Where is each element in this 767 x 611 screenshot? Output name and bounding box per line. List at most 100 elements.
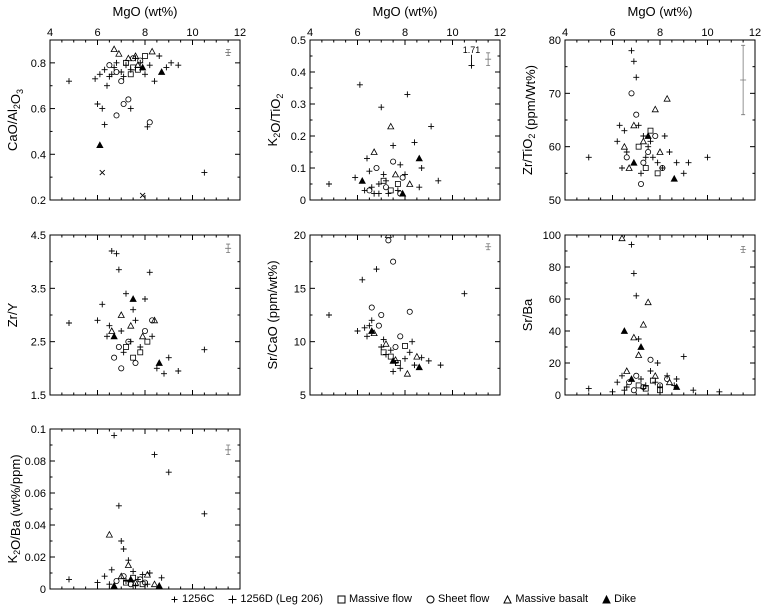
data-point-plus <box>104 333 110 340</box>
data-point-circle-open <box>382 184 389 191</box>
y-tick-label: 0.06 <box>25 488 46 500</box>
data-point-plus <box>106 581 113 588</box>
data-point-plus <box>142 71 148 78</box>
data-point-plus <box>397 161 404 168</box>
data-point-triangle-open <box>639 137 648 145</box>
data-point-plus <box>380 171 387 178</box>
x-tick-label: 10 <box>446 27 458 39</box>
x-tick-label: 4 <box>47 27 53 39</box>
legend-item-1256d: 1256D (Leg 206) <box>228 593 323 605</box>
data-point-plus <box>101 66 108 73</box>
data-point-circle-open <box>640 159 647 166</box>
x-axis-label: MgO (wt%) <box>113 4 178 19</box>
data-point-circle-open <box>137 57 144 64</box>
data-point-plus <box>366 168 373 175</box>
data-point-plus <box>113 250 120 257</box>
data-point-plus <box>619 372 625 379</box>
data-point-plus <box>390 368 397 375</box>
y-tick-label: 0.3 <box>291 99 306 111</box>
data-point-triangle-open <box>148 47 156 55</box>
data-point-plus <box>146 269 153 276</box>
y-tick-label: 3.5 <box>31 283 46 295</box>
data-point-plus <box>94 317 101 324</box>
data-point-plus <box>666 149 673 155</box>
data-point-plus <box>153 365 160 372</box>
data-point-plus <box>101 573 108 580</box>
data-point-plus <box>673 159 680 166</box>
data-point-circle-open <box>132 359 139 366</box>
data-point-plus <box>673 376 680 382</box>
data-point-plus <box>127 105 134 112</box>
data-point-plus <box>690 387 697 394</box>
legend-item-1256c: 1256C <box>170 593 214 605</box>
data-point-triangle-filled <box>415 363 423 371</box>
y-axis-label: Zr/Y <box>5 302 20 327</box>
chart-legend: 1256C 1256D (Leg 206) Massive flow Sheet… <box>170 590 760 608</box>
data-point-plus <box>366 322 373 329</box>
data-point-plus <box>635 122 642 129</box>
data-point-plus <box>406 349 413 356</box>
data-point-plus <box>361 324 368 331</box>
data-point-plus <box>638 170 644 177</box>
data-point-x <box>99 169 106 176</box>
y-tick-label: 0.1 <box>291 163 306 175</box>
data-point-triangle-open <box>413 352 421 360</box>
data-point-plus <box>416 184 423 191</box>
data-point-plus <box>397 365 404 372</box>
data-point-circle-open <box>628 90 635 97</box>
data-point-triangle-filled <box>415 154 423 162</box>
data-point-plus <box>354 328 361 334</box>
data-point-plus <box>201 169 208 176</box>
data-point-triangle-open <box>134 61 142 69</box>
data-point-plus <box>585 154 592 161</box>
legend-item-massive-flow: Massive flow <box>337 593 412 605</box>
data-point-plus <box>647 368 654 374</box>
data-point-triangle-filled <box>672 383 681 390</box>
data-point-triangle-open <box>634 351 643 358</box>
data-point-circle-open <box>623 154 630 161</box>
data-points <box>585 47 711 187</box>
data-point-circle-open <box>115 343 122 350</box>
square-open-icon <box>337 595 346 603</box>
y-axis-label: CaO/Al2O3 <box>5 89 25 151</box>
chart-panel-cao-al2o3: 4 6 8 10 12 MgO (wt%) 0.2 0.4 0.6 0.8 CaO/Al2O3 <box>5 4 246 207</box>
chart-panel-k2o-tio2: 4 6 8 10 12 MgO (wt%) 0 0.1 0.2 0.3 0.4 0.5 K2O/TiO2… <box>265 4 506 207</box>
data-point-circle-open <box>146 119 153 126</box>
data-point-plus <box>101 121 108 128</box>
data-point-circle-open <box>638 180 645 187</box>
data-point-circle-open <box>366 187 373 194</box>
chart-panel-sr-ba: 0 20 40 60 80 100 Sr/Ba <box>520 230 756 402</box>
data-point-plus <box>623 149 630 155</box>
y-tick-label: 0.6 <box>31 104 46 116</box>
data-point-triangle-filled <box>110 581 118 589</box>
data-point-circle-open <box>378 311 385 318</box>
data-point-triangle-filled <box>127 575 135 583</box>
x-tick-label: 8 <box>657 27 663 39</box>
data-point-circle-open <box>385 237 392 244</box>
data-point-triangle-filled <box>96 141 104 149</box>
data-point-circle-open <box>659 164 666 171</box>
data-point-square-open <box>137 349 144 356</box>
data-point-square-open <box>127 71 134 78</box>
x-tick-label: 8 <box>142 27 148 39</box>
data-point-plus <box>66 78 72 85</box>
x-tick-label: 10 <box>186 27 198 39</box>
data-point-circle-open <box>113 69 120 76</box>
data-point-plus <box>645 143 652 150</box>
x-tick-label: 12 <box>494 27 506 39</box>
data-point-triangle-filled <box>110 332 118 340</box>
data-point-plus <box>146 62 153 69</box>
data-point-plus <box>201 510 208 517</box>
data-point-plus <box>375 190 382 197</box>
data-point-square-open <box>139 581 146 588</box>
data-point-plus <box>685 159 692 166</box>
data-point-square-open <box>642 165 649 171</box>
triangle-filled-icon <box>602 594 611 603</box>
data-point-plus <box>118 328 125 334</box>
y-tick-label: 50 <box>549 195 561 207</box>
data-points <box>326 235 468 377</box>
data-point-plus <box>418 165 425 171</box>
data-point-triangle-filled <box>644 132 652 139</box>
data-point-plus <box>404 91 411 98</box>
data-point-circle-open <box>368 304 375 311</box>
